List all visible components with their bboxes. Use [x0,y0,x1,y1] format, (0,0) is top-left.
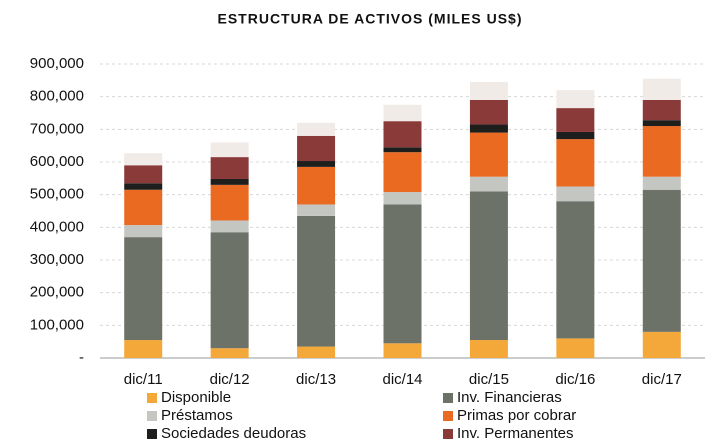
bar-segment [642,78,681,100]
bar-segment [297,161,336,167]
bar-segment [124,340,163,358]
bar-segment [210,178,249,185]
legend-label: Primas por cobrar [457,407,576,424]
bar-segment [469,124,508,133]
bar-segment [297,135,336,162]
bar-segment [469,132,508,177]
legend-label: Disponible [161,389,231,406]
legend-swatch [147,393,157,403]
bar-segment [124,183,163,190]
bar-segment [383,104,422,122]
bar-segment [469,81,508,100]
bar-segment [210,142,249,158]
bar-segment [642,126,681,177]
x-tick-label: dic/15 [469,371,509,388]
legend-swatch [147,411,157,421]
bar-segment [383,204,422,344]
y-tick-label: 800,000 [30,88,84,105]
legend-swatch [443,429,453,439]
bar-segment [297,204,336,216]
bar-segment [642,176,681,190]
bar-segment [642,331,681,358]
y-tick-label: 700,000 [30,120,84,137]
x-tick-label: dic/11 [124,371,163,388]
bar-segment [124,165,163,184]
bar-segment [297,166,336,205]
y-tick-label: 100,000 [30,316,84,333]
bar-segment [642,99,681,121]
bar-segment [210,348,249,358]
bar-segment [556,90,595,109]
y-tick-label: 400,000 [30,218,84,235]
bar-segment [383,192,422,205]
x-tick-label: dic/13 [296,371,336,388]
bar-segment [210,220,249,233]
bar-segment [556,108,595,132]
chart-title: ESTRUCTURA DE ACTIVOS (MILES US$) [218,11,523,27]
bar-segment [556,131,595,140]
y-tick-label: 500,000 [30,186,84,203]
bar-segment [383,121,422,148]
y-tick-label: - [79,349,84,366]
bar-segment [469,99,508,125]
bar-segment [556,186,595,202]
x-tick-label: dic/16 [555,371,595,388]
bar-segment [124,225,163,238]
y-tick-label: 200,000 [30,284,84,301]
bar-segment [383,147,422,153]
bar-segment [556,201,595,339]
x-tick-label: dic/17 [642,371,682,388]
bar-segment [469,176,508,192]
bar-segment [469,340,508,358]
x-tick-label: dic/14 [382,371,422,388]
bar-segment [124,237,163,341]
bar-segment [210,232,249,349]
legend-label: Préstamos [161,407,233,424]
legend-swatch [147,429,157,439]
bar-segment [642,120,681,127]
bar-segment [124,189,163,226]
legend-swatch [443,393,453,403]
legend-label: Inv. Financieras [457,389,562,406]
bar-segment [297,122,336,136]
y-tick-label: 300,000 [30,251,84,268]
x-tick-label: dic/12 [210,371,250,388]
bar-segment [210,184,249,221]
bar-segment [556,338,595,358]
legend-swatch [443,411,453,421]
bar-segment [642,189,681,332]
bar-segment [297,346,336,358]
bar-segment [210,157,249,179]
bar-segment [124,153,163,166]
bar-segment [383,343,422,358]
bar-segment [556,139,595,187]
bar-segment [297,215,336,347]
bar-segment [383,152,422,193]
y-tick-label: 600,000 [30,153,84,170]
y-tick-label: 900,000 [30,55,84,72]
legend-label: Inv. Permanentes [457,425,573,442]
bar-segment [469,191,508,341]
legend-label: Sociedades deudoras [161,425,306,442]
